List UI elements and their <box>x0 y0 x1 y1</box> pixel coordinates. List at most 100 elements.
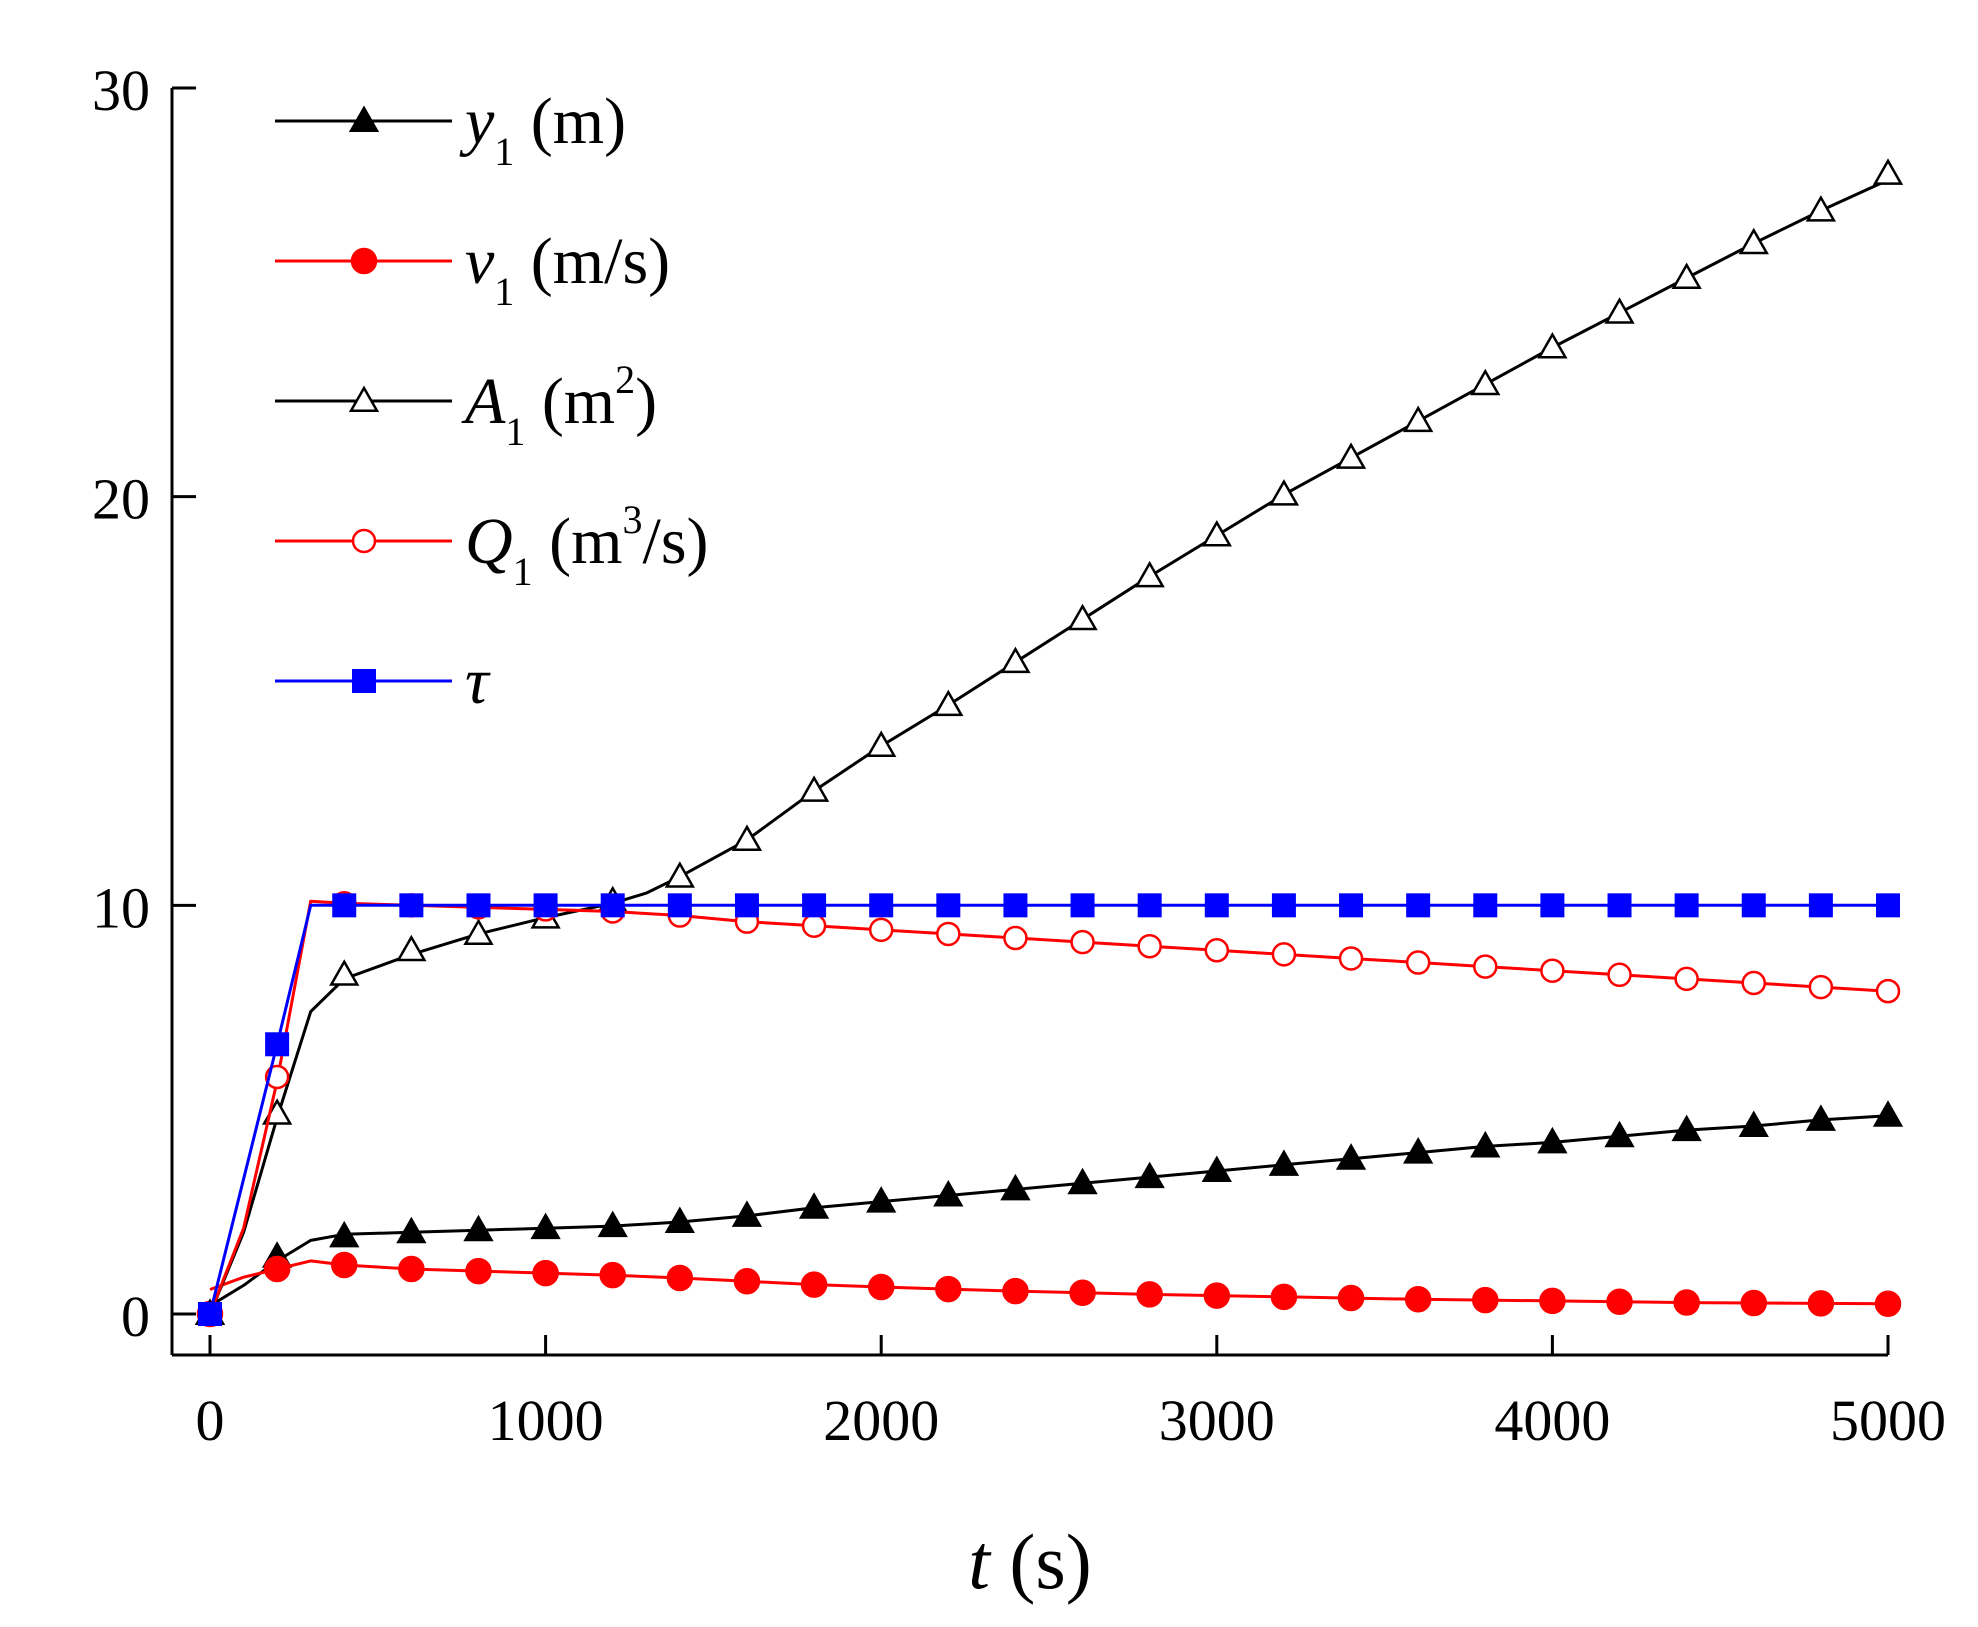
data-point-4-15 <box>1204 893 1229 918</box>
legend-label: Q1 (m3/s) <box>465 497 709 594</box>
data-point-0-11 <box>933 1179 964 1207</box>
data-point-1-2 <box>330 1251 358 1279</box>
data-point-0-9 <box>798 1192 830 1219</box>
series-1 <box>196 1251 1902 1328</box>
data-point-2-22 <box>1671 262 1702 290</box>
data-point-3-20 <box>1540 958 1565 983</box>
data-point-4-5 <box>533 893 558 918</box>
data-point-2-20 <box>1537 331 1568 359</box>
data-point-3-15 <box>1204 938 1230 963</box>
data-point-1-21 <box>1606 1288 1633 1315</box>
data-point-3-21 <box>1607 962 1632 988</box>
data-point-2-8 <box>731 824 763 851</box>
data-point-1-7 <box>666 1264 694 1292</box>
data-point-4-4 <box>466 893 491 918</box>
data-point-4-9 <box>802 893 827 918</box>
data-point-4-17 <box>1339 893 1364 918</box>
legend-label: A1 (m2) <box>461 357 657 454</box>
series-4 <box>198 893 1900 1326</box>
data-point-0-25 <box>1872 1100 1904 1127</box>
y-tick-label: 0 <box>121 1284 150 1349</box>
series-line-3 <box>208 899 1889 1315</box>
data-point-4-7 <box>667 893 692 918</box>
data-point-0-19 <box>1470 1130 1501 1158</box>
data-point-1-3 <box>398 1255 425 1283</box>
series-2 <box>194 158 1904 1325</box>
legend-entry-1: v1 (m/s) <box>275 225 670 314</box>
data-point-0-10 <box>866 1186 897 1213</box>
data-point-4-3 <box>399 893 424 918</box>
data-point-0-18 <box>1403 1137 1434 1164</box>
data-point-3-12 <box>1003 925 1028 951</box>
data-point-1-5 <box>532 1259 559 1287</box>
data-point-1-17 <box>1337 1284 1365 1312</box>
data-point-4-24 <box>1808 893 1833 918</box>
data-point-0-8 <box>731 1200 763 1227</box>
data-point-0-3 <box>396 1216 427 1244</box>
data-point-2-3 <box>396 934 427 962</box>
data-point-1-24 <box>1807 1290 1835 1317</box>
data-point-2-4 <box>463 918 494 945</box>
data-point-0-22 <box>1671 1114 1702 1142</box>
data-point-2-13 <box>1067 603 1098 631</box>
x-tick-label: 1000 <box>488 1388 604 1453</box>
legend-marker <box>350 247 378 275</box>
data-point-4-22 <box>1674 893 1699 918</box>
data-point-2-23 <box>1738 227 1769 255</box>
data-point-0-21 <box>1604 1120 1635 1148</box>
data-point-0-4 <box>463 1214 494 1242</box>
data-point-1-14 <box>1136 1281 1163 1308</box>
data-point-1-23 <box>1740 1289 1768 1317</box>
data-point-2-10 <box>866 730 897 757</box>
data-point-3-14 <box>1137 933 1162 959</box>
data-point-0-17 <box>1335 1143 1367 1170</box>
x-tick-label: 4000 <box>1494 1388 1610 1453</box>
data-point-3-19 <box>1473 954 1498 979</box>
data-point-3-22 <box>1674 966 1699 992</box>
axes <box>170 88 1888 1357</box>
data-point-1-25 <box>1874 1290 1902 1318</box>
data-point-4-25 <box>1876 893 1900 918</box>
data-point-1-22 <box>1673 1289 1700 1316</box>
data-point-1-19 <box>1472 1286 1499 1314</box>
data-point-0-16 <box>1268 1149 1300 1176</box>
x-axis-title: t (s) <box>968 1518 1091 1605</box>
data-point-1-9 <box>800 1271 828 1298</box>
data-point-2-21 <box>1604 297 1635 324</box>
y-tick-label: 30 <box>92 58 150 123</box>
legend-marker <box>351 528 377 554</box>
series-3 <box>197 891 1901 1327</box>
data-point-4-6 <box>600 893 625 918</box>
series-0 <box>194 1100 1904 1325</box>
data-point-0-23 <box>1738 1110 1769 1138</box>
data-point-0-20 <box>1537 1126 1568 1154</box>
data-point-2-9 <box>798 775 830 802</box>
data-point-1-1 <box>263 1255 291 1283</box>
data-point-3-23 <box>1741 970 1767 996</box>
data-point-4-13 <box>1070 893 1095 918</box>
data-point-0-7 <box>664 1206 695 1234</box>
data-point-0-2 <box>329 1220 360 1248</box>
data-point-2-2 <box>329 959 360 986</box>
data-point-0-12 <box>1000 1173 1031 1201</box>
legend-marker <box>348 385 380 412</box>
data-point-1-11 <box>935 1275 962 1303</box>
data-point-2-15 <box>1201 519 1232 547</box>
data-point-4-20 <box>1540 893 1565 918</box>
legend-marker <box>348 105 380 132</box>
data-point-1-18 <box>1404 1286 1432 1313</box>
data-point-1-4 <box>465 1257 492 1285</box>
data-point-3-24 <box>1808 974 1834 1000</box>
legend-label: y1 (m) <box>459 85 626 174</box>
data-point-4-16 <box>1271 893 1296 918</box>
data-point-1-12 <box>1002 1277 1029 1305</box>
data-point-4-8 <box>734 893 759 918</box>
legend-entry-0: y1 (m) <box>275 85 626 174</box>
legend-entry-4: τ <box>275 645 491 718</box>
y-tick-label: 10 <box>92 875 150 940</box>
data-point-2-18 <box>1403 405 1434 433</box>
data-point-0-24 <box>1805 1104 1837 1131</box>
legend-label: τ <box>465 645 491 718</box>
data-point-4-19 <box>1473 893 1498 918</box>
data-point-3-18 <box>1405 950 1431 975</box>
